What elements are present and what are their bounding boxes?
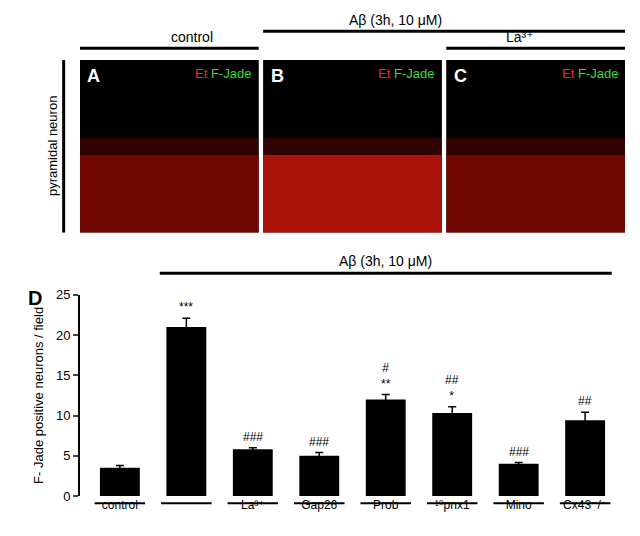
svg-text:###: ### [309, 435, 329, 449]
svg-text:Gap26: Gap26 [301, 498, 337, 512]
svg-text:La³⁺: La³⁺ [506, 29, 534, 45]
svg-text:control: control [102, 498, 138, 512]
svg-text:10: 10 [56, 408, 70, 423]
svg-text:Et F-Jade: Et F-Jade [195, 66, 251, 81]
svg-text:control: control [171, 29, 213, 45]
svg-text:C: C [454, 66, 467, 86]
svg-text:Et F-Jade: Et F-Jade [378, 66, 434, 81]
svg-text:#**: #** [381, 361, 391, 391]
svg-text:B: B [271, 66, 284, 86]
svg-text:Aβ (3h, 10 μM): Aβ (3h, 10 μM) [339, 253, 432, 269]
svg-text:###: ### [243, 430, 263, 444]
svg-text:##: ## [578, 394, 592, 408]
svg-text:¹⁰pnx1: ¹⁰pnx1 [435, 498, 470, 512]
svg-text:Cx43⁻/⁻: Cx43⁻/⁻ [563, 498, 607, 512]
svg-text:Et F-Jade: Et F-Jade [562, 66, 618, 81]
svg-text:La³⁺: La³⁺ [241, 498, 265, 512]
svg-text:##*: ##* [445, 373, 459, 403]
svg-text:20: 20 [56, 328, 70, 343]
svg-text:5: 5 [63, 448, 70, 463]
svg-text:A: A [87, 66, 100, 86]
svg-text:25: 25 [56, 287, 70, 302]
svg-text:###: ### [509, 445, 529, 459]
svg-text:F- Jade positive neurons / fie: F- Jade positive neurons / field [31, 307, 46, 484]
svg-text:Prob: Prob [373, 498, 399, 512]
svg-text:***: *** [179, 300, 193, 314]
svg-text:0: 0 [63, 489, 70, 504]
svg-text:Aβ (3h, 10 μM): Aβ (3h, 10 μM) [349, 12, 442, 28]
svg-text:D: D [28, 287, 42, 309]
svg-text:15: 15 [56, 368, 70, 383]
svg-text:pyramidal neuron: pyramidal neuron [45, 96, 60, 196]
svg-text:Mino: Mino [506, 498, 532, 512]
